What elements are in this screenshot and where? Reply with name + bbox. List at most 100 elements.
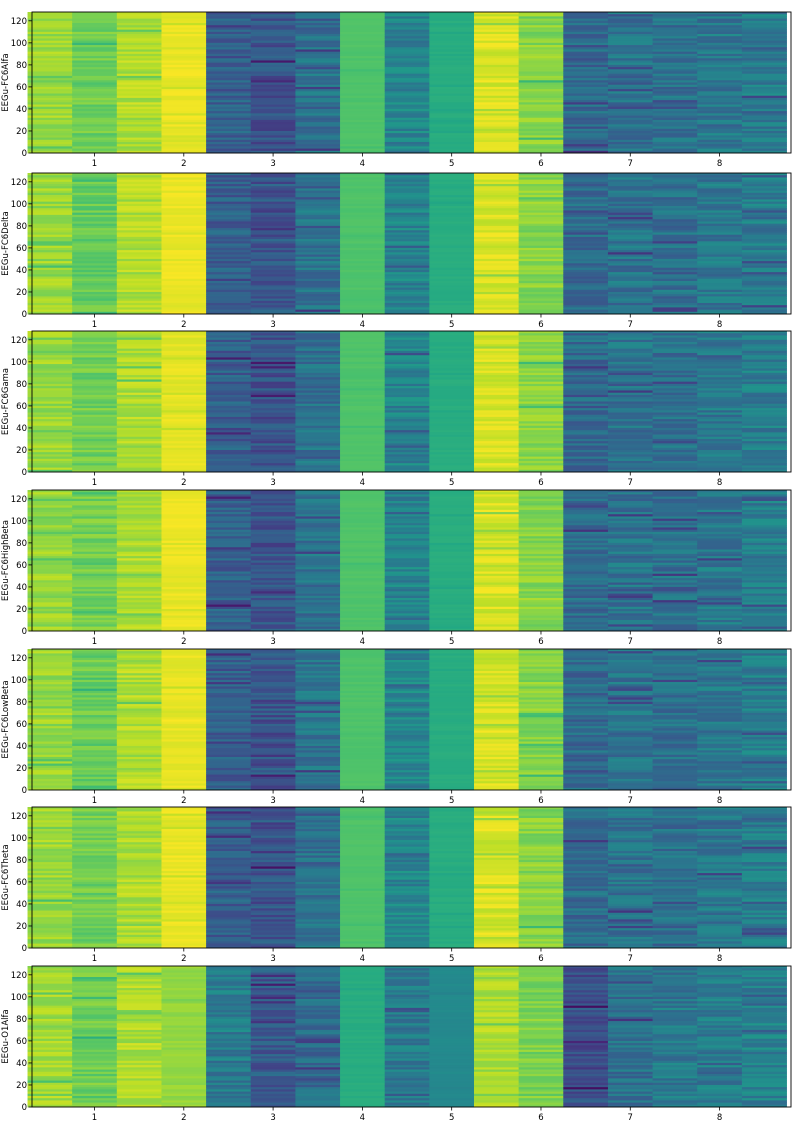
heatmap-cell <box>27 560 73 564</box>
heatmap-cell <box>161 445 207 449</box>
heatmap-cell <box>27 243 73 247</box>
heatmap-cell <box>429 377 475 380</box>
heatmap-cell <box>27 230 73 233</box>
heatmap-cell <box>161 710 207 714</box>
heatmap-cell <box>563 518 609 522</box>
heatmap-cell <box>652 307 698 310</box>
heatmap-cell <box>563 236 609 240</box>
heatmap-cell <box>607 390 653 394</box>
heatmap-cell <box>697 606 743 610</box>
heatmap-cell <box>518 245 564 249</box>
heatmap-cell <box>518 542 564 546</box>
heatmap-cell <box>474 412 520 416</box>
heatmap-cell <box>607 436 653 440</box>
heatmap-cell <box>563 394 609 398</box>
heatmap-cell <box>206 655 252 659</box>
heatmap-cell <box>27 465 73 468</box>
heatmap-cell <box>652 135 698 138</box>
heatmap-cell <box>429 305 475 308</box>
heatmap-cell <box>116 671 162 674</box>
heatmap-cell <box>652 436 698 440</box>
heatmap-cell <box>741 551 787 555</box>
heatmap-cell <box>116 518 162 522</box>
heatmap-cell <box>206 465 252 468</box>
heatmap-cell <box>250 108 296 112</box>
heatmap-cell <box>340 261 386 264</box>
heatmap-cell <box>563 106 609 110</box>
heatmap-cell <box>27 179 73 183</box>
heatmap-cell <box>429 496 475 500</box>
heatmap-cell <box>384 465 430 468</box>
heatmap-cell <box>429 95 475 99</box>
heatmap-cell <box>474 252 520 255</box>
heatmap-cell <box>563 421 609 424</box>
heatmap-cell <box>741 283 787 286</box>
heatmap-cell <box>607 71 653 75</box>
heatmap-cell <box>27 701 73 705</box>
heatmap-cell <box>295 606 341 610</box>
heatmap-cell <box>474 536 520 539</box>
heatmap-cell <box>741 236 787 240</box>
heatmap-cell <box>563 344 609 347</box>
x-tick-label: 2 <box>181 478 186 488</box>
heatmap-cell <box>697 372 743 376</box>
heatmap-cell <box>161 190 207 194</box>
heatmap-cell <box>27 285 73 288</box>
heatmap-cell <box>116 221 162 225</box>
heatmap-cell <box>652 346 698 350</box>
heatmap-cell <box>741 130 787 134</box>
heatmap-cell <box>206 582 252 586</box>
heatmap-cell <box>250 206 296 209</box>
heatmap-cell <box>563 40 609 44</box>
heatmap-cell <box>206 141 252 145</box>
heatmap-cell <box>563 436 609 440</box>
heatmap-cell <box>72 671 118 674</box>
heatmap-cell <box>27 348 73 352</box>
heatmap-cell <box>652 263 698 266</box>
heatmap-cell <box>518 425 564 429</box>
heatmap-cell <box>295 787 341 791</box>
heatmap-cell <box>741 392 787 396</box>
y-tick-label: 20 <box>16 288 27 298</box>
heatmap-cell <box>116 117 162 121</box>
heatmap-cell <box>72 536 118 539</box>
heatmap-cell <box>72 228 118 231</box>
heatmap-cell <box>72 133 118 136</box>
heatmap-cell <box>340 778 386 782</box>
heatmap-cell <box>72 549 118 553</box>
heatmap-cell <box>697 564 743 568</box>
heatmap-cell <box>697 148 743 152</box>
heatmap-cell <box>72 662 118 665</box>
heatmap-cell <box>697 436 743 440</box>
heatmap-cell <box>206 671 252 674</box>
heatmap-cell <box>563 80 609 83</box>
heatmap-cell <box>697 195 743 198</box>
heatmap-cell <box>27 366 73 369</box>
heatmap-cell <box>161 375 207 378</box>
heatmap-cell <box>250 701 296 705</box>
heatmap-cell <box>161 353 207 356</box>
heatmap-cell <box>741 584 787 588</box>
heatmap-cell <box>206 701 252 705</box>
heatmap-cell <box>697 206 743 209</box>
heatmap-cell <box>518 452 564 455</box>
heatmap-cell <box>340 192 386 196</box>
heatmap-cell <box>429 245 475 249</box>
heatmap-cell <box>474 241 520 244</box>
heatmap-cell <box>116 507 162 511</box>
heatmap-cell <box>27 27 73 31</box>
heatmap-cell <box>474 348 520 352</box>
heatmap-cell <box>607 416 653 420</box>
heatmap-cell <box>72 245 118 249</box>
heatmap-cell <box>72 394 118 398</box>
heatmap-cell <box>652 388 698 391</box>
heatmap-cell <box>741 278 787 282</box>
heatmap-cell <box>72 139 118 143</box>
heatmap-cell <box>697 602 743 605</box>
heatmap-cell <box>295 615 341 619</box>
heatmap-cell <box>429 45 475 48</box>
heatmap-cell <box>295 335 341 339</box>
heatmap-cell <box>340 291 386 295</box>
heatmap-cell <box>652 177 698 181</box>
